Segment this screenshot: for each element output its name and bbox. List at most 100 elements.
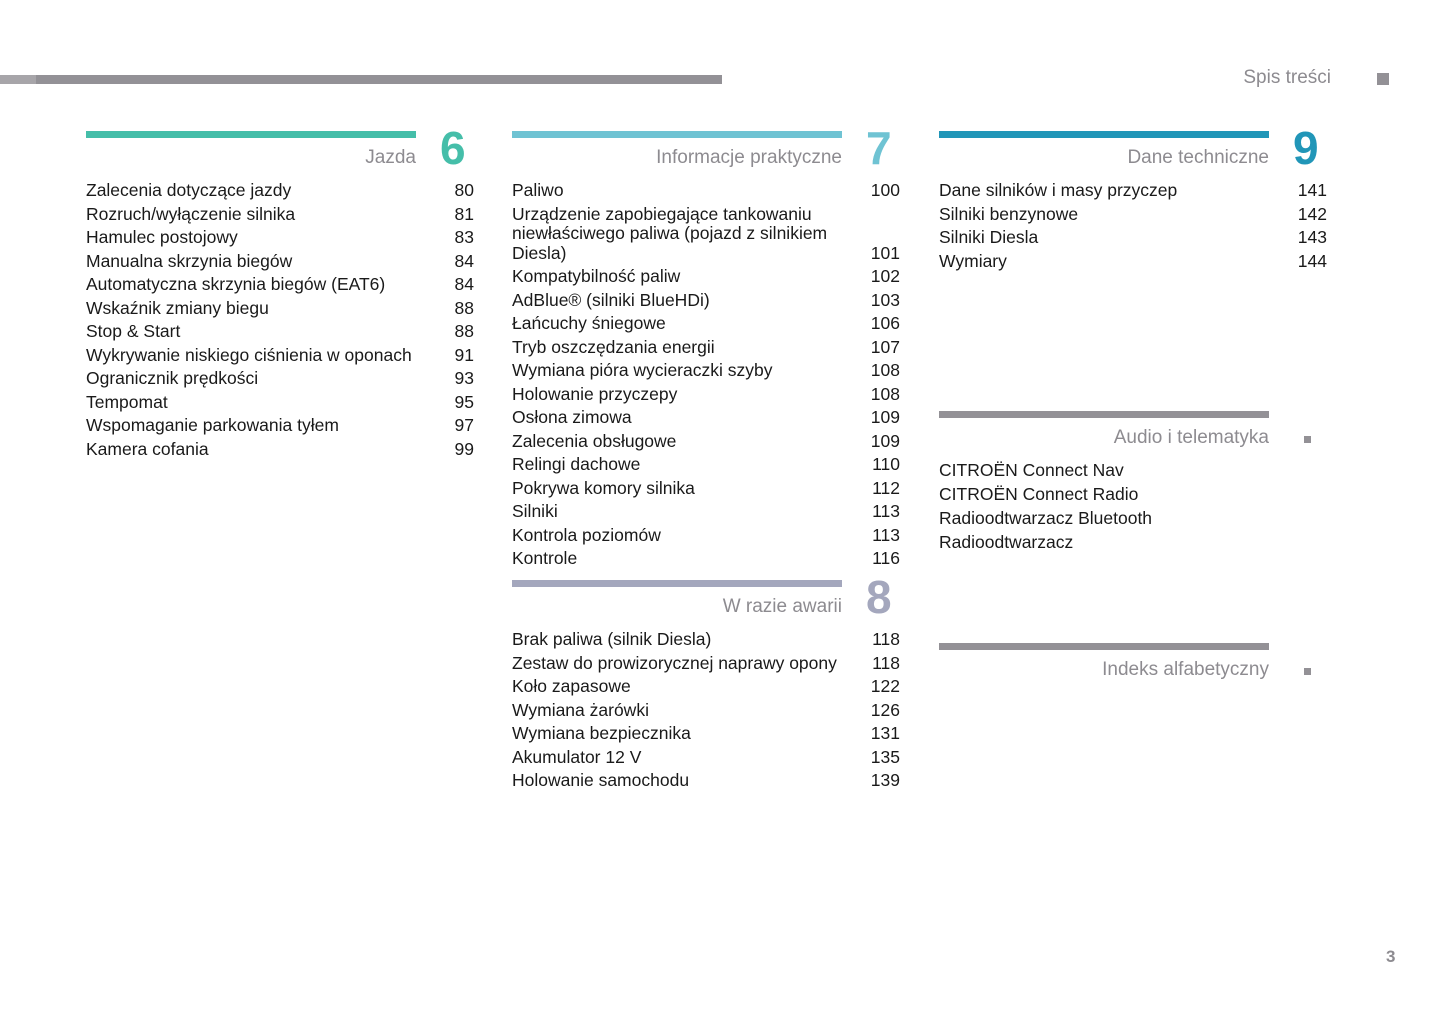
section-bar <box>939 643 1269 650</box>
entry-title: Hamulec postojowy <box>86 227 238 247</box>
toc-entry[interactable]: Akumulator 12 V 135 <box>512 746 900 770</box>
entry-title: Silniki benzynowe <box>939 203 1079 224</box>
entry-page: 84 <box>454 250 474 271</box>
toc-entry[interactable]: Rozruch/wyłączenie silnika 81 <box>86 203 474 227</box>
header-bar <box>0 75 722 84</box>
toc-entry[interactable]: Łańcuchy śniegowe 106 <box>512 312 900 336</box>
toc-entry[interactable]: Zalecenia dotyczące jazdy 80 <box>86 179 474 203</box>
entry-title: Kontrole <box>512 548 578 568</box>
entry-title: Relingi dachowe <box>512 454 641 474</box>
entry-title: Rozruch/wyłączenie silnika <box>86 203 296 224</box>
section-title[interactable]: Informacje praktyczne <box>656 147 842 168</box>
toc-entry[interactable]: Ogranicznik prędkości 93 <box>86 367 474 391</box>
entry-page: 101 <box>870 242 900 263</box>
section-indeks-alfabetyczny: Indeks alfabetyczny <box>939 643 1327 691</box>
toc-entry[interactable]: AdBlue® (silniki BlueHDi) 103 <box>512 289 900 313</box>
entry-title: CITROËN Connect Radio <box>939 484 1139 505</box>
toc-entry[interactable]: Paliwo 100 <box>512 179 900 203</box>
entry-page: 99 <box>454 438 474 459</box>
toc-entry[interactable]: Silniki 113 <box>512 500 900 524</box>
toc-entry[interactable]: Wspomaganie parkowania tyłem 97 <box>86 414 474 438</box>
entry-title: Dane silników i masy przyczep <box>939 180 1178 200</box>
section-number: 7 <box>866 122 892 174</box>
entry-title: CITROËN Connect Nav <box>939 460 1124 481</box>
entry-page: 95 <box>454 391 474 412</box>
entry-title: Manualna skrzynia biegów <box>86 250 293 271</box>
entry-title: Koło zapasowe <box>512 676 631 696</box>
toc-entry[interactable]: Urządzenie zapobiegające tankowaniu niew… <box>512 203 900 266</box>
page-number: 3 <box>1386 947 1396 966</box>
entry-title: Kontrola poziomów <box>512 524 661 545</box>
toc-entry[interactable]: Stop & Start 88 <box>86 320 474 344</box>
toc-entry[interactable]: Kontrole 116 <box>512 547 900 571</box>
toc-entry[interactable]: Wymiana żarówki 126 <box>512 699 900 723</box>
entry-page: 131 <box>870 723 900 743</box>
entry-page: 88 <box>454 321 474 341</box>
toc-entry[interactable]: Wymiana bezpiecznika 131 <box>512 722 900 746</box>
entry-title: Radioodtwarzacz Bluetooth <box>939 507 1153 528</box>
toc-entry[interactable]: Osłona zimowa 109 <box>512 406 900 430</box>
entry-page: 102 <box>870 266 900 286</box>
toc-entry[interactable]: Tempomat 95 <box>86 391 474 415</box>
entry-title: Paliwo <box>512 180 564 200</box>
toc-entry[interactable]: CITROËN Connect Nav <box>939 459 1327 483</box>
toc-entry[interactable]: Zestaw do prowizorycznej naprawy opony 11… <box>512 652 900 676</box>
entry-page: 118 <box>872 629 900 649</box>
toc-entry[interactable]: Pokrywa komory silnika 112 <box>512 477 900 501</box>
entry-page: 106 <box>870 313 900 333</box>
toc-entry[interactable]: Radioodtwarzacz <box>939 531 1327 555</box>
entry-page: 113 <box>872 501 900 521</box>
toc-entry[interactable]: Koło zapasowe 122 <box>512 675 900 699</box>
entry-title: Wskaźnik zmiany biegu <box>86 297 269 318</box>
section-number: 6 <box>440 122 466 174</box>
section-square-icon <box>1304 668 1311 675</box>
entry-title: Holowanie samochodu <box>512 770 690 790</box>
entry-page: 116 <box>872 548 900 568</box>
toc-entry[interactable]: Brak paliwa (silnik Diesla) 118 <box>512 628 900 652</box>
toc-entry[interactable]: Holowanie samochodu 139 <box>512 769 900 793</box>
entry-page: 97 <box>454 415 474 435</box>
toc-entry[interactable]: Tryb oszczędzania energii 107 <box>512 336 900 360</box>
toc-entry[interactable]: Wykrywanie niskiego ciśnienia w oponach 9… <box>86 344 474 368</box>
entry-title: Wspomaganie parkowania tyłem <box>86 415 339 435</box>
header-square-icon <box>1377 73 1389 85</box>
entry-title: Automatyczna skrzynia biegów (EAT6) <box>86 274 386 294</box>
entry-title: Silniki Diesla <box>939 227 1039 247</box>
toc-entry[interactable]: Wymiana pióra wycieraczki szyby 108 <box>512 359 900 383</box>
entry-page: 122 <box>870 676 900 696</box>
entry-page: 88 <box>454 297 474 318</box>
entry-title: Wymiary <box>939 250 1007 271</box>
toc-entry[interactable]: Zalecenia obsługowe 109 <box>512 430 900 454</box>
toc-entry[interactable]: Dane silników i masy przyczep 141 <box>939 179 1327 203</box>
entry-page: 112 <box>872 477 900 498</box>
entry-page: 93 <box>454 368 474 388</box>
entry-title: Zalecenia obsługowe <box>512 430 677 451</box>
toc-entry[interactable]: Hamulec postojowy 83 <box>86 226 474 250</box>
toc-entry[interactable]: Automatyczna skrzynia biegów (EAT6) 84 <box>86 273 474 297</box>
toc-entry[interactable]: Silniki Diesla 143 <box>939 226 1327 250</box>
toc-entry[interactable]: Kompatybilność paliw 102 <box>512 265 900 289</box>
toc-entry[interactable]: Relingi dachowe 110 <box>512 453 900 477</box>
section-title[interactable]: Dane techniczne <box>1127 147 1269 168</box>
section-title[interactable]: Audio i telematyka <box>1113 427 1269 448</box>
toc-entry[interactable]: Wymiary 144 <box>939 250 1327 274</box>
entry-title: Holowanie przyczepy <box>512 383 678 404</box>
toc-entry[interactable]: Wskaźnik zmiany biegu 88 <box>86 297 474 321</box>
toc-entry[interactable]: Kontrola poziomów 113 <box>512 524 900 548</box>
entry-page: 84 <box>454 274 474 294</box>
section-title[interactable]: Indeks alfabetyczny <box>1102 659 1269 680</box>
toc-entry[interactable]: Manualna skrzynia biegów 84 <box>86 250 474 274</box>
section-audio-i-telematyka: Audio i telematyka CITROËN Connect Nav CIT… <box>939 411 1327 555</box>
entry-title: Stop & Start <box>86 321 181 341</box>
toc-entry[interactable]: Silniki benzynowe 142 <box>939 203 1327 227</box>
section-title[interactable]: Jazda <box>365 147 416 168</box>
entry-page: 107 <box>870 336 900 357</box>
toc-entry[interactable]: CITROËN Connect Radio <box>939 483 1327 507</box>
toc-entry[interactable]: Radioodtwarzacz Bluetooth <box>939 507 1327 531</box>
entry-title: Zalecenia dotyczące jazdy <box>86 180 292 200</box>
toc-entry[interactable]: Holowanie przyczepy 108 <box>512 383 900 407</box>
toc-entry[interactable]: Kamera cofania 99 <box>86 438 474 462</box>
entry-page: 113 <box>872 524 900 545</box>
section-title[interactable]: W razie awarii <box>722 596 842 617</box>
